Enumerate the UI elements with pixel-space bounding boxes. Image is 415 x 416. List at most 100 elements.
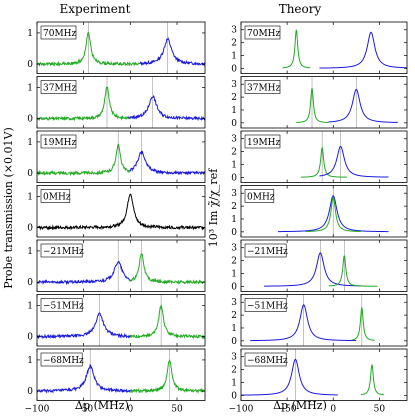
panel-label-box — [40, 352, 83, 367]
y-tick-label: 2 — [231, 148, 237, 158]
panel-1-6: 0 1 2 3 −68MHz −100 −50 0 50 — [229, 348, 408, 415]
panel-label: 19MHz — [43, 138, 77, 148]
panel-1-5: 0 1 2 3 −51MHz — [231, 294, 408, 347]
x-tick-label: −100 — [229, 405, 254, 415]
y-tick-label: 0 — [231, 282, 237, 292]
y-tick-label: 3 — [231, 26, 237, 36]
series-line — [250, 304, 357, 342]
y-tick-label: 2 — [231, 257, 237, 267]
y-tick-label: 2 — [231, 39, 237, 49]
series-line — [36, 193, 206, 231]
y-tick-label: 1 — [27, 356, 33, 366]
y-tick-label: 2 — [231, 311, 237, 321]
panel-frame — [240, 239, 408, 292]
y-tick-label: 1 — [231, 160, 237, 170]
y-tick-label: 1 — [231, 378, 237, 388]
panel-label: −68MHz — [247, 356, 288, 366]
series-line — [360, 364, 384, 396]
x-tick-label: 0 — [127, 405, 133, 415]
x-tick-label: −50 — [74, 405, 93, 415]
panel-label: −21MHz — [43, 247, 84, 257]
x-tick-label: 50 — [374, 405, 386, 415]
x-tick-label: −100 — [25, 405, 50, 415]
y-tick-label: 0 — [231, 119, 237, 129]
y-tick-label: 0 — [231, 64, 237, 74]
panel-label: −51MHz — [247, 302, 288, 312]
x-tick-label: 50 — [171, 405, 183, 415]
y-tick-label: 1 — [27, 247, 33, 257]
right-x-axis-label: Δp (MHz) — [273, 399, 327, 412]
series-line — [351, 307, 375, 341]
panel-label-box — [244, 243, 287, 258]
series-line — [139, 37, 206, 67]
y-tick-label: 3 — [231, 80, 237, 90]
y-tick-label: 2 — [231, 93, 237, 103]
series-line — [319, 31, 408, 69]
y-tick-label: 1 — [231, 269, 237, 279]
panel-label-box — [40, 80, 77, 94]
panel-1-4: 0 1 2 3 −21MHz — [231, 239, 408, 292]
panel-label-box — [40, 298, 83, 312]
panel-frame — [36, 348, 206, 401]
panel-label-box — [40, 189, 71, 203]
panel-1-2: 0 1 2 3 19MHz — [231, 130, 408, 183]
panel-0-4: 0 1 −21MHz — [27, 239, 206, 292]
series-line — [328, 255, 378, 287]
series-line — [319, 145, 389, 178]
panel-1-1: 0 1 2 3 37MHz — [231, 76, 408, 129]
panel-0-2: 0 1 19MHz — [27, 130, 206, 183]
panel-label-box — [244, 25, 281, 40]
panel-0-5: 0 1 −51MHz — [27, 294, 206, 347]
panel-label: 70MHz — [247, 29, 281, 39]
y-tick-label: 0 — [27, 387, 33, 397]
panel-label-box — [40, 25, 77, 40]
panel-label: 37MHz — [247, 84, 281, 94]
series-line — [328, 88, 398, 123]
panel-frame — [36, 21, 206, 74]
panel-label: −51MHz — [43, 302, 84, 312]
panel-frame — [36, 294, 206, 347]
panel-frame — [240, 76, 408, 129]
left-y-axis-label: Probe transmission (×0.01V) — [2, 127, 15, 289]
y-tick-label: 0 — [231, 173, 237, 183]
panel-label: 37MHz — [43, 84, 77, 94]
series-line — [130, 359, 206, 394]
y-tick-label: 1 — [231, 106, 237, 116]
series-line — [36, 260, 131, 286]
series-line — [264, 252, 366, 287]
panel-label-box — [244, 352, 287, 367]
y-tick-label: 3 — [231, 244, 237, 254]
y-tick-label: 1 — [231, 215, 237, 225]
theory-title: Theory — [279, 2, 322, 16]
panel-label: 0MHz — [247, 193, 275, 203]
series-line — [282, 29, 311, 69]
series-line — [127, 94, 206, 122]
panel-frame — [240, 294, 408, 347]
x-tick-label: 0 — [330, 405, 336, 415]
panel-0-1: 0 1 37MHz — [27, 76, 206, 129]
y-tick-label: 1 — [27, 301, 33, 311]
y-tick-label: 3 — [231, 189, 237, 199]
panel-label-box — [40, 243, 83, 258]
panel-frame — [36, 185, 206, 238]
y-tick-label: 1 — [231, 324, 237, 334]
panel-label: −68MHz — [43, 356, 84, 366]
series-line — [277, 195, 389, 233]
y-tick-label: 0 — [27, 60, 33, 70]
panel-frame — [36, 130, 206, 183]
right-y-axis-label: 10³ Im χ̃/χ_ref — [207, 168, 220, 247]
panel-label: 70MHz — [43, 29, 77, 39]
series-line — [241, 358, 338, 396]
y-tick-label: 1 — [27, 83, 33, 93]
left-x-axis-label: Δp (MHz) — [75, 399, 129, 412]
y-tick-label: 0 — [27, 115, 33, 125]
y-tick-label: 0 — [231, 337, 237, 347]
y-tick-label: 1 — [27, 192, 33, 202]
panel-label-box — [244, 80, 281, 94]
y-tick-label: 0 — [231, 391, 237, 401]
series-line — [128, 150, 206, 176]
series-line — [36, 312, 131, 340]
series-line — [296, 87, 329, 124]
series-line — [305, 195, 361, 233]
